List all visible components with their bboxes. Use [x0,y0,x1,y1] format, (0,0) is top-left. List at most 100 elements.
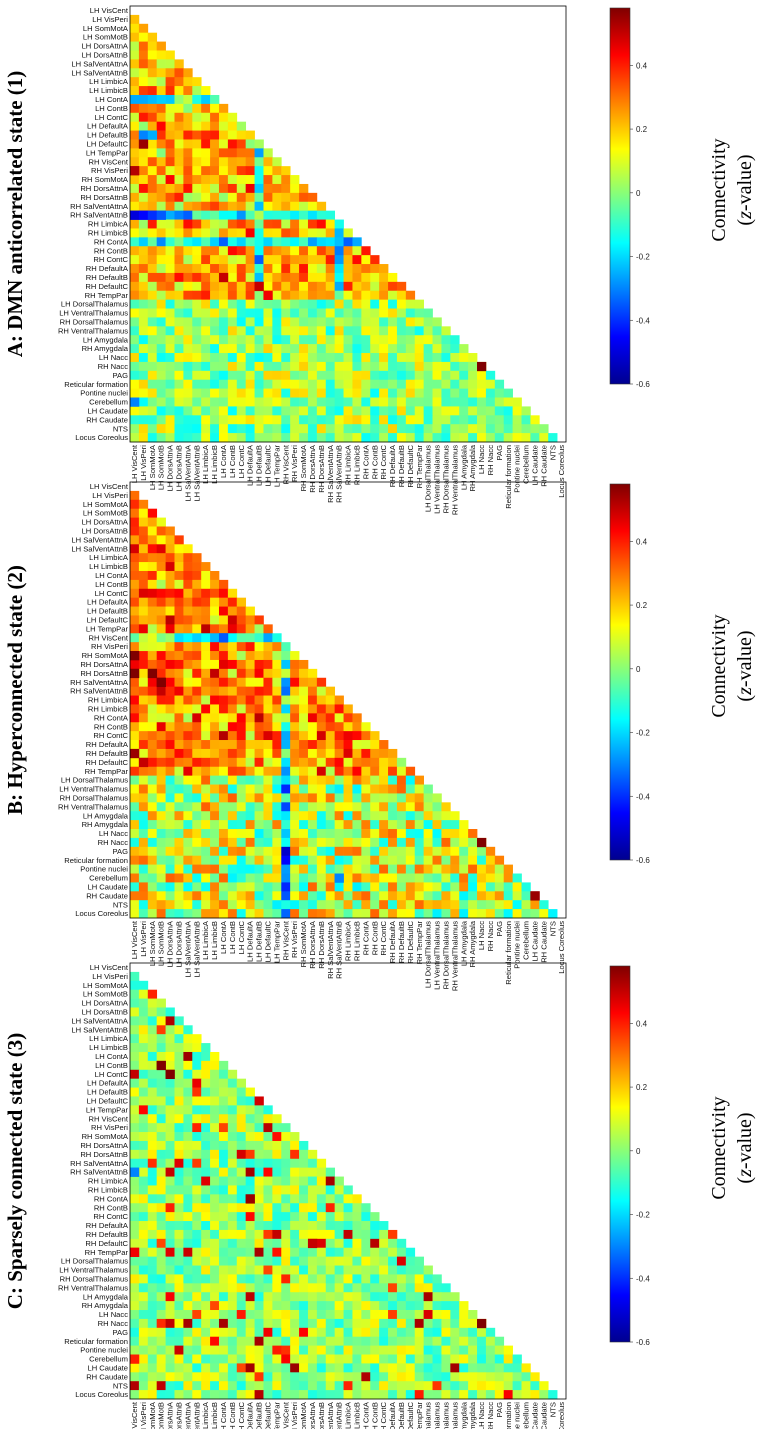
heatmap-cell [138,317,149,327]
heatmap-cell [414,775,424,785]
heatmap-cell [236,1256,247,1266]
heatmap-cell [414,1345,424,1355]
heatmap-cell [352,855,362,865]
heatmap-cell [352,713,362,723]
heatmap-cell [281,228,291,238]
heatmap-cell [218,290,229,300]
heatmap-cell [174,757,184,768]
heatmap-cell [423,1318,433,1329]
heatmap-cell [218,606,229,616]
heatmap-cell [174,317,184,327]
heatmap-cell [299,668,309,679]
heatmap-cell [307,1354,318,1364]
heatmap-cell [272,1149,282,1160]
heatmap-cell [299,1194,309,1204]
heatmap-cell [272,748,282,759]
heatmap-cell [343,722,353,732]
heatmap-cell [512,1390,522,1400]
heatmap-cell [254,1132,264,1142]
heatmap-cell [396,1363,407,1373]
heatmap-cell [405,388,416,398]
colorbar-label-open: ( [734,695,756,702]
heatmap-cell [352,246,362,256]
heatmap-cell [299,686,309,696]
heatmap-cell [138,873,149,883]
heatmap-cell [138,1310,149,1320]
heatmap-cell [236,615,247,625]
heatmap-cell [343,290,353,300]
heatmap-cell [201,246,211,256]
heatmap-cell [414,397,424,407]
heatmap-cell [201,1149,211,1160]
heatmap-cell [245,633,255,643]
heatmap-cell [218,1087,229,1097]
heatmap-cell [290,1274,300,1284]
heatmap-cell [227,784,238,794]
heatmap-cell [183,846,193,857]
heatmap-cell [290,228,300,238]
heatmap-cell [147,989,158,999]
heatmap-cell [165,68,175,78]
heatmap-cell [281,1345,291,1355]
heatmap-cell [254,713,264,723]
heatmap-cell [156,1149,166,1160]
heatmap-cell [530,1390,540,1400]
x-tick-rh-limbicb: RH LimbicB [353,445,362,485]
heatmap-cell [130,112,140,123]
heatmap-cell [156,651,166,661]
heatmap-cell [423,909,433,919]
heatmap-cell [468,873,478,883]
heatmap-cell [405,379,416,389]
heatmap-cell [218,731,229,741]
heatmap-cell [299,1283,309,1293]
heatmap-cell [325,344,336,354]
heatmap-cell [245,1354,255,1364]
heatmap-cell [343,891,353,901]
heatmap-cell [192,846,202,857]
x-tick-rh-nacc: RH Nacc [486,1402,495,1429]
heatmap-cell [299,1274,309,1284]
heatmap-cell [130,299,140,309]
heatmap-cell [281,1301,291,1311]
heatmap-cell [281,264,291,274]
heatmap-cell [316,900,327,910]
heatmap-cell [165,228,175,238]
heatmap-cell [218,1078,229,1088]
heatmap-cell [227,1221,238,1231]
heatmap-cell [361,1318,371,1329]
heatmap-cell [138,1292,149,1302]
heatmap-cell [130,415,140,425]
heatmap-cell [138,1123,149,1133]
heatmap-cell [130,748,140,759]
heatmap-cell [334,272,344,283]
heatmap-cell [388,766,398,776]
heatmap-cell [450,873,460,883]
heatmap-cell [130,50,140,60]
heatmap-cell [218,757,229,768]
heatmap-cell [147,317,158,327]
heatmap-cell [165,535,175,545]
heatmap-cell [361,246,371,256]
heatmap-cell [512,909,522,919]
heatmap-cell [281,651,291,661]
heatmap-cell [201,397,211,407]
heatmap-cell [156,606,166,616]
heatmap-cell [183,677,193,688]
heatmap-cell [530,1372,540,1382]
heatmap-cell [388,1283,398,1293]
heatmap-cell [245,290,255,300]
heatmap-cell [147,130,158,140]
heatmap-cell [352,353,362,363]
heatmap-cell [263,219,273,229]
heatmap-cell [138,722,149,732]
heatmap-cell [254,1167,264,1177]
x-tick-lh-visperi: LH VisPeri [139,445,148,481]
y-tick-reticular-formation: Reticular formation [64,856,128,865]
heatmap-cell [210,157,220,167]
heatmap-cell [468,1310,478,1320]
y-tick-rh-defaultb: RH DefaultB [86,1230,128,1239]
heatmap-cell [201,1238,211,1249]
heatmap-cell [530,909,540,919]
heatmap-cell [210,264,220,274]
heatmap-cell [236,1354,247,1364]
